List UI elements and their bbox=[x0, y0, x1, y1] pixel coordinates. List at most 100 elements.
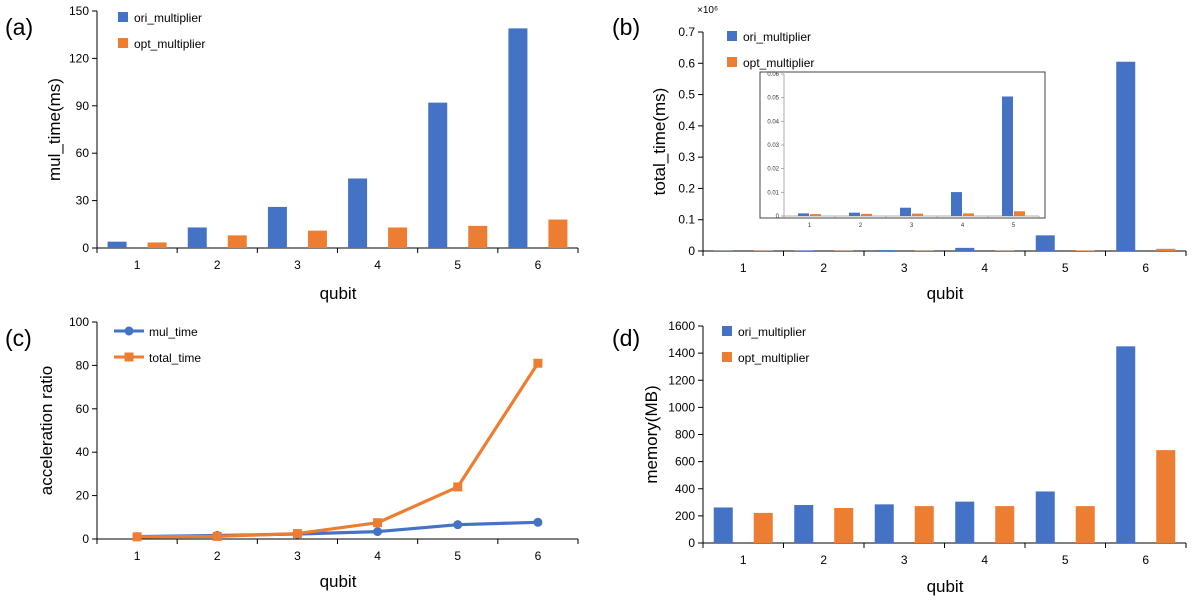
c-line-total-time bbox=[137, 362, 540, 539]
d-y-tick-label: 200 bbox=[675, 509, 695, 523]
a-panel-label: (a) bbox=[5, 14, 33, 40]
d-y-tick-label: 1600 bbox=[668, 319, 695, 333]
c-x-tick-label: 3 bbox=[294, 549, 301, 563]
d-bar-ori-multiplier bbox=[1035, 491, 1055, 543]
c-x-tick-label: 2 bbox=[214, 549, 221, 563]
b-panel-label: (b) bbox=[612, 14, 640, 40]
d-x-tick-label: 6 bbox=[1142, 553, 1149, 567]
a-bar-ori-multiplier bbox=[508, 28, 528, 248]
a-bar-opt-multiplier bbox=[548, 219, 568, 248]
b-bar-ori-multiplier bbox=[874, 250, 894, 251]
d-bar-opt-multiplier bbox=[1156, 450, 1176, 543]
b-bar-ori-multiplier bbox=[1035, 235, 1055, 251]
inset-chart: 0 0.01 0.02 0.03 0.04 0.05 0.06 1 2 3 4 5 bbox=[759, 71, 1046, 229]
d-bar-ori-multiplier bbox=[874, 504, 894, 543]
a-legend-label: ori_multiplier bbox=[134, 11, 202, 25]
inset-bar-opt-multiplier bbox=[810, 214, 821, 216]
d-y-tick-label: 800 bbox=[675, 428, 695, 442]
d-bar-opt-multiplier bbox=[995, 506, 1015, 543]
b-legend-swatch bbox=[727, 57, 737, 67]
b-y-tick-label: 0.5 bbox=[678, 88, 695, 102]
a-bar-ori-multiplier bbox=[267, 206, 287, 248]
inset-bar-opt-multiplier bbox=[912, 213, 923, 216]
b-scale-note: ×10⁶ bbox=[697, 5, 718, 16]
inset-y-tick-label: 0.05 bbox=[767, 96, 779, 102]
d-y-axis-title: memory(MB) bbox=[642, 385, 661, 483]
b-y-tick-label: 0.7 bbox=[678, 25, 695, 39]
panel-a: 0 30 60 90 120 150 1 2 3 4 5 6 qubit mul_time(ms) (a) o… bbox=[5, 4, 579, 303]
b-legend-label: opt_multiplier bbox=[743, 56, 814, 70]
c-point-total-time bbox=[292, 529, 302, 539]
panel-d: 0 200 400 600 800 1000 1200 1400 1600 1 2 3 4 5 6 qubit… bbox=[612, 319, 1187, 596]
inset-frame bbox=[759, 71, 1046, 219]
b-x-tick-label: 3 bbox=[901, 261, 908, 275]
b-bar-opt-multiplier bbox=[1075, 250, 1095, 251]
inset-y-tick-label: 0.02 bbox=[767, 167, 779, 173]
b-bar-ori-multiplier bbox=[794, 250, 814, 251]
c-panel-label: (c) bbox=[5, 325, 32, 351]
c-y-tick-label: 0 bbox=[82, 532, 89, 546]
b-x-tick-label: 2 bbox=[820, 261, 827, 275]
a-y-tick-label: 60 bbox=[76, 146, 90, 160]
b-legend-swatch bbox=[727, 31, 737, 41]
inset-bar-ori-multiplier bbox=[1002, 96, 1013, 216]
c-y-tick-label: 100 bbox=[69, 315, 89, 329]
c-point-total-time bbox=[212, 531, 222, 541]
a-bar-ori-multiplier bbox=[428, 102, 448, 248]
inset-bar-opt-multiplier bbox=[963, 213, 974, 216]
c-point-mul-time bbox=[373, 527, 383, 537]
d-y-tick-label: 1400 bbox=[668, 346, 695, 360]
b-x-tick-label: 1 bbox=[740, 261, 747, 275]
d-bar-opt-multiplier bbox=[1075, 506, 1095, 543]
inset-x-tick-label: 1 bbox=[808, 223, 812, 229]
b-legend-label: ori_multiplier bbox=[743, 30, 811, 44]
d-bar-opt-multiplier bbox=[753, 512, 773, 543]
a-bar-opt-multiplier bbox=[388, 227, 408, 248]
b-y-tick-label: 0.6 bbox=[678, 56, 695, 70]
a-x-tick-label: 3 bbox=[294, 258, 301, 272]
a-legend-swatch bbox=[118, 38, 128, 48]
c-y-tick-label: 20 bbox=[76, 489, 90, 503]
a-x-tick-label: 2 bbox=[214, 258, 221, 272]
a-x-tick-label: 5 bbox=[454, 258, 461, 272]
b-y-tick-label: 0 bbox=[688, 244, 695, 258]
c-point-total-time bbox=[132, 532, 142, 542]
inset-x-tick-label: 2 bbox=[859, 223, 863, 229]
b-bar-ori-multiplier bbox=[955, 247, 975, 251]
a-legend-swatch bbox=[118, 12, 128, 22]
c-x-axis-title: qubit bbox=[320, 572, 357, 591]
a-y-tick-label: 120 bbox=[69, 51, 89, 65]
inset-x-tick-label: 3 bbox=[910, 223, 914, 229]
d-y-tick-label: 1200 bbox=[668, 373, 695, 387]
d-y-tick-label: 600 bbox=[675, 455, 695, 469]
c-legend-label: mul_time bbox=[149, 325, 198, 339]
inset-bar-ori-multiplier bbox=[951, 192, 962, 216]
a-x-tick-label: 6 bbox=[535, 258, 542, 272]
c-legend-marker bbox=[124, 352, 134, 362]
d-x-tick-label: 4 bbox=[981, 553, 988, 567]
a-bar-opt-multiplier bbox=[468, 225, 488, 248]
b-y-tick-label: 0.1 bbox=[678, 213, 695, 227]
a-bar-opt-multiplier bbox=[147, 242, 167, 248]
d-bar-ori-multiplier bbox=[955, 501, 975, 543]
inset-bar-opt-multiplier bbox=[861, 213, 872, 216]
a-y-tick-label: 0 bbox=[82, 241, 89, 255]
inset-x-tick-label: 4 bbox=[961, 223, 965, 229]
a-y-tick-label: 150 bbox=[69, 4, 89, 18]
d-x-tick-label: 2 bbox=[820, 553, 827, 567]
a-bar-ori-multiplier bbox=[107, 241, 127, 248]
a-legend-label: opt_multiplier bbox=[134, 37, 205, 51]
b-y-tick-label: 0.4 bbox=[678, 119, 695, 133]
b-x-axis-title: qubit bbox=[927, 284, 964, 303]
b-bar-opt-multiplier bbox=[1156, 248, 1176, 251]
c-point-total-time bbox=[453, 482, 463, 492]
b-y-tick-label: 0.2 bbox=[678, 181, 695, 195]
d-panel-label: (d) bbox=[612, 325, 640, 351]
inset-bar-ori-multiplier bbox=[900, 207, 911, 216]
d-legend-label: ori_multiplier bbox=[738, 325, 806, 339]
c-point-total-time bbox=[373, 518, 383, 528]
b-x-tick-label: 4 bbox=[981, 261, 988, 275]
b-x-tick-label: 6 bbox=[1142, 261, 1149, 275]
panel-b: 0 0.1 0.2 0.3 0.4 0.5 0.6 0.7 1 2 3 4 5 6 qubit total_t… bbox=[612, 5, 1187, 303]
